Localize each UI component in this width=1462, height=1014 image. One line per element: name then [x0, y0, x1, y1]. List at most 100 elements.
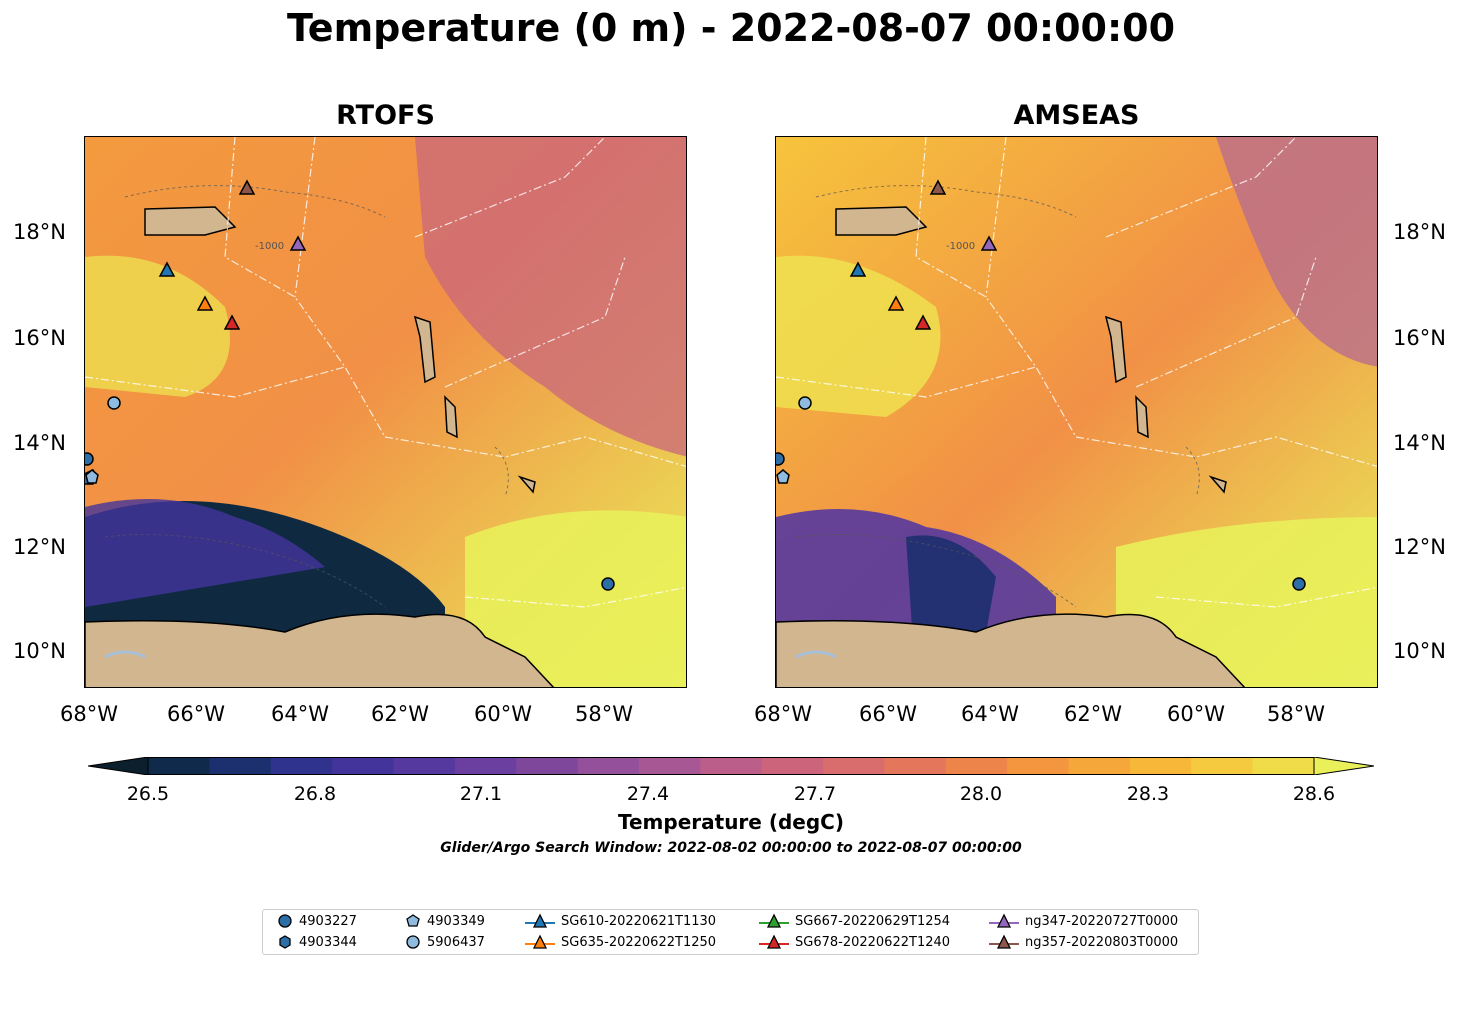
colorbar-segment — [761, 757, 824, 775]
legend-item: SG635-20220622T1250 — [525, 934, 716, 950]
triangle-line-marker-icon — [759, 913, 789, 928]
legend-item: SG678-20220622T1240 — [759, 934, 950, 950]
glider-sg610-marker — [158, 261, 176, 277]
glider-ng357-marker — [929, 179, 947, 195]
legend-item-label: 5906437 — [427, 934, 485, 950]
lon-tick-left: 64°W — [271, 702, 329, 726]
lon-tick-left: 66°W — [167, 702, 225, 726]
panel-title-amseas: AMSEAS — [1013, 100, 1140, 131]
pentagon-marker-icon — [406, 914, 420, 927]
lon-tick-right: 68°W — [754, 702, 812, 726]
lat-tick-left: 10°N — [13, 639, 66, 663]
circle-marker-icon — [406, 935, 420, 949]
lon-tick-left: 62°W — [371, 702, 429, 726]
colorbar — [88, 757, 1374, 775]
colorbar-segment — [577, 757, 640, 775]
colorbar-segment — [1129, 757, 1192, 775]
colorbar-segment — [270, 757, 333, 775]
figure-title: Temperature (0 m) - 2022-08-07 00:00:00 — [286, 6, 1176, 50]
argo-4903227-marker-2 — [601, 577, 615, 591]
legend-item: 5906437 — [405, 934, 485, 950]
circle-marker-icon — [278, 914, 292, 928]
colorbar-segment — [148, 757, 210, 775]
legend-item-label: ng347-20220727T0000 — [1025, 913, 1179, 929]
panel-title-rtofs: RTOFS — [336, 100, 435, 131]
triangle-line-marker-icon — [989, 913, 1019, 928]
contour-label: -1000 — [255, 241, 284, 252]
colorbar-segment — [454, 757, 517, 775]
map-rtofs: -1000 — [84, 136, 687, 688]
colorbar-tick: 28.0 — [959, 783, 1003, 805]
contour-label: -1000 — [946, 241, 975, 252]
legend-item-label: 4903349 — [427, 913, 485, 929]
lon-tick-left: 60°W — [474, 702, 532, 726]
colorbar-segment — [516, 757, 579, 775]
lat-tick-left: 14°N — [13, 431, 66, 455]
colorbar-segment — [209, 757, 272, 775]
argo-4903227-marker — [776, 452, 785, 466]
map-amseas: -1000 — [775, 136, 1378, 688]
colorbar-tick: 26.5 — [126, 783, 170, 805]
glider-sg635-marker — [196, 295, 214, 311]
colorbar-min-arrow — [88, 757, 149, 775]
argo-5906437-marker — [107, 396, 121, 410]
glider-ng347-marker — [289, 235, 307, 251]
triangle-line-marker-icon — [759, 934, 789, 949]
argo-4903227-marker-2 — [1292, 577, 1306, 591]
glider-ng347-marker — [980, 235, 998, 251]
glider-ng357-marker — [238, 179, 256, 195]
legend-item-label: 4903344 — [299, 934, 357, 950]
legend-item: 4903227 — [277, 913, 357, 929]
lat-tick-right: 10°N — [1393, 639, 1446, 663]
colorbar-segment — [332, 757, 394, 775]
hexagon-marker-icon — [279, 935, 291, 949]
lon-tick-right: 64°W — [961, 702, 1019, 726]
legend-item-label: SG610-20220621T1130 — [561, 913, 717, 929]
triangle-line-marker-icon — [525, 913, 555, 928]
lon-tick-right: 58°W — [1267, 702, 1325, 726]
lat-tick-left: 16°N — [13, 326, 66, 350]
colorbar-tick: 27.4 — [626, 783, 670, 805]
colorbar-segment — [823, 757, 885, 775]
glider-sg678-marker — [914, 314, 932, 330]
colorbar-label: Temperature (degC) — [618, 810, 844, 834]
triangle-line-marker-icon — [525, 934, 555, 949]
colorbar-segment — [945, 757, 1008, 775]
colorbar-segment — [393, 757, 456, 775]
legend-item: SG667-20220629T1254 — [759, 913, 950, 929]
glider-sg610-marker — [849, 261, 867, 277]
colorbar-segment — [1252, 757, 1315, 775]
legend-item-label: 4903227 — [299, 913, 357, 929]
legend-item: SG610-20220621T1130 — [525, 913, 716, 929]
colorbar-segment — [884, 757, 947, 775]
argo-4903349-marker — [776, 469, 790, 484]
lon-tick-left: 58°W — [575, 702, 633, 726]
legend: 4903227 4903344 4903349 5906437 SG610-20… — [262, 909, 1199, 955]
lon-tick-left: 68°W — [60, 702, 118, 726]
lat-tick-left: 18°N — [13, 220, 66, 244]
colorbar-segment — [1191, 757, 1254, 775]
argo-4903349-marker — [85, 469, 99, 484]
lat-tick-left: 12°N — [13, 535, 66, 559]
lat-tick-right: 14°N — [1393, 431, 1446, 455]
lon-tick-right: 66°W — [859, 702, 917, 726]
colorbar-tick: 26.8 — [293, 783, 337, 805]
colorbar-segment — [638, 757, 701, 775]
argo-4903227-marker — [85, 452, 94, 466]
search-window-caption: Glider/Argo Search Window: 2022-08-02 00… — [440, 840, 1022, 856]
lon-tick-right: 62°W — [1064, 702, 1122, 726]
legend-item-label: SG635-20220622T1250 — [561, 934, 717, 950]
legend-item: ng357-20220803T0000 — [989, 934, 1178, 950]
legend-item: 4903344 — [277, 934, 357, 950]
colorbar-tick: 27.1 — [459, 783, 503, 805]
legend-item-label: ng357-20220803T0000 — [1025, 934, 1179, 950]
lat-tick-right: 18°N — [1393, 220, 1446, 244]
colorbar-segment — [1068, 757, 1131, 775]
colorbar-tick: 27.7 — [793, 783, 837, 805]
glider-sg678-marker — [223, 314, 241, 330]
argo-5906437-marker — [798, 396, 812, 410]
legend-item-label: SG678-20220622T1240 — [795, 934, 951, 950]
colorbar-segment — [700, 757, 763, 775]
lon-tick-right: 60°W — [1167, 702, 1225, 726]
colorbar-tick: 28.6 — [1292, 783, 1336, 805]
